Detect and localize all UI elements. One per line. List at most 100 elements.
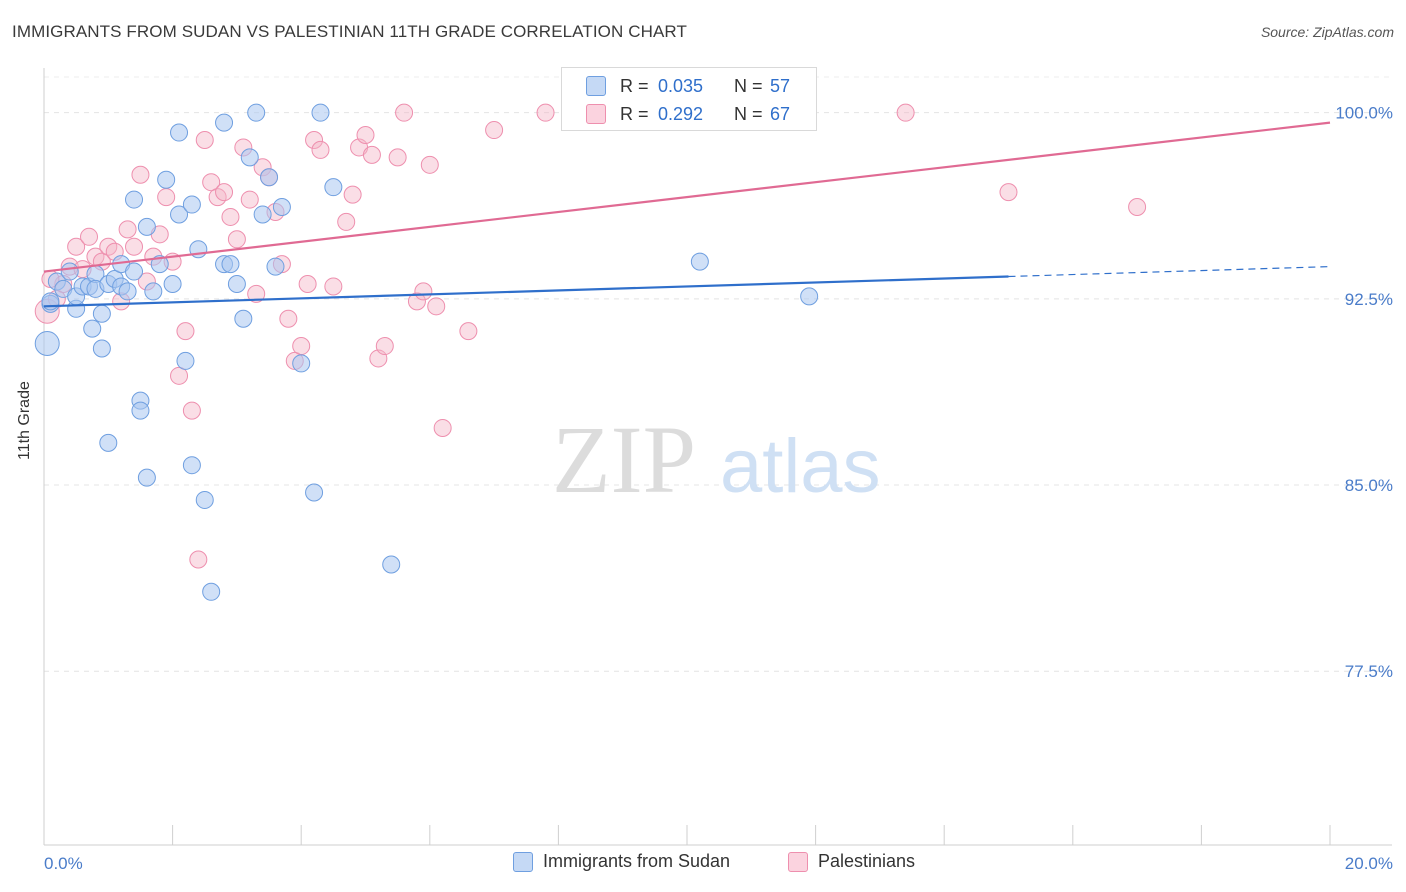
legend-n-value: 67 <box>770 103 791 124</box>
data-point-sudan <box>195 490 214 509</box>
legend-n-label: N = <box>734 75 763 96</box>
data-point-sudan <box>260 168 279 187</box>
data-point-palestinians <box>157 188 176 207</box>
data-point-palestinians <box>176 322 195 341</box>
data-point-palestinians <box>420 155 439 174</box>
data-point-palestinians <box>202 173 221 192</box>
data-point-palestinians <box>337 212 356 231</box>
data-point-sudan <box>125 262 144 281</box>
data-point-palestinians <box>414 282 433 301</box>
watermark-zip: ZIP <box>552 406 696 513</box>
data-point-palestinians <box>240 190 259 209</box>
data-point-palestinians <box>395 103 414 122</box>
data-point-palestinians <box>131 165 150 184</box>
data-point-sudan <box>215 113 234 132</box>
bottom-legend-label-palestinians: Palestinians <box>818 851 916 871</box>
data-point-palestinians <box>80 227 99 246</box>
data-point-sudan <box>176 351 195 370</box>
data-point-palestinians <box>343 185 362 204</box>
legend-swatch-sudan <box>586 76 606 96</box>
data-point-palestinians <box>459 322 478 341</box>
data-point-sudan <box>83 319 102 338</box>
y-tick-label: 85.0% <box>1345 476 1393 495</box>
data-point-sudan <box>163 274 182 293</box>
data-point-palestinians <box>999 183 1018 202</box>
y-tick-label: 77.5% <box>1345 662 1393 681</box>
data-point-sudan <box>144 282 163 301</box>
data-point-palestinians <box>896 103 915 122</box>
data-point-sudan <box>182 456 201 475</box>
data-point-sudan <box>182 195 201 214</box>
data-point-sudan <box>266 257 285 276</box>
data-point-sudan <box>305 483 324 502</box>
trend-line-sudan <box>43 275 1009 308</box>
chart-source: Source: ZipAtlas.com <box>1260 24 1394 40</box>
data-point-palestinians <box>324 277 343 296</box>
series-sudan <box>34 103 819 601</box>
data-point-palestinians <box>189 550 208 569</box>
data-point-sudan <box>292 354 311 373</box>
chart-title: IMMIGRANTS FROM SUDAN VS PALESTINIAN 11T… <box>12 22 687 41</box>
data-point-sudan <box>99 433 118 452</box>
data-point-palestinians <box>388 148 407 167</box>
data-point-palestinians <box>227 230 246 249</box>
data-point-sudan <box>311 103 330 122</box>
data-point-palestinians <box>311 140 330 159</box>
x-tick-label: 20.0% <box>1345 854 1393 873</box>
legend-r-value: 0.035 <box>658 75 704 96</box>
data-point-sudan <box>202 582 221 601</box>
bottom-legend-swatch-palestinians <box>788 851 808 872</box>
watermark: ZIP atlas <box>552 406 881 513</box>
legend-r-label: R = <box>620 103 649 124</box>
data-point-sudan <box>324 178 343 197</box>
data-point-sudan <box>253 205 272 224</box>
data-point-sudan <box>382 555 401 574</box>
legend-n-label: N = <box>734 103 763 124</box>
legend-row-palestinians: R = 0.292 N = 67 <box>562 100 790 128</box>
data-point-sudan <box>240 148 259 167</box>
data-point-palestinians <box>305 130 324 149</box>
data-point-sudan <box>60 262 79 281</box>
gridlines <box>44 76 1392 672</box>
data-point-palestinians <box>375 337 394 356</box>
trend-line-sudan-extension <box>1008 265 1331 278</box>
data-point-sudan <box>34 331 60 357</box>
legend-row-sudan: R = 0.035 N = 57 <box>562 72 790 100</box>
data-point-palestinians <box>279 309 298 328</box>
data-point-sudan <box>800 287 819 306</box>
data-point-sudan <box>272 198 291 217</box>
y-tick-label: 92.5% <box>1345 290 1393 309</box>
bottom-legend-swatch-sudan <box>513 851 533 872</box>
axes <box>43 68 1392 846</box>
bottom-legend-sudan: Immigrants from Sudan <box>513 851 730 872</box>
data-point-sudan <box>92 339 111 358</box>
data-point-palestinians <box>356 126 375 145</box>
data-point-palestinians <box>427 297 446 316</box>
data-point-palestinians <box>362 145 381 164</box>
trend-lines <box>43 121 1331 308</box>
data-point-sudan <box>92 304 111 323</box>
data-point-sudan <box>247 103 266 122</box>
data-point-palestinians <box>485 121 504 140</box>
bottom-legend-palestinians: Palestinians <box>788 851 915 872</box>
x-tick-label: 0.0% <box>44 854 83 873</box>
data-point-palestinians <box>170 366 189 385</box>
data-point-sudan <box>690 252 709 271</box>
data-point-palestinians <box>433 418 452 437</box>
data-point-palestinians <box>182 401 201 420</box>
legend-r-value: 0.292 <box>658 103 704 124</box>
data-point-sudan <box>221 255 240 274</box>
legend-swatch-palestinians <box>586 104 606 124</box>
data-point-palestinians <box>215 183 234 202</box>
data-point-sudan <box>137 468 156 487</box>
trend-line-palestinians <box>43 121 1331 273</box>
data-point-sudan <box>125 190 144 209</box>
data-point-sudan <box>131 401 150 420</box>
tick-labels: 77.5% 85.0% 92.5% 100.0% 0.0% 20.0% <box>44 104 1393 873</box>
data-point-palestinians <box>118 220 137 239</box>
data-point-palestinians <box>298 274 317 293</box>
data-point-palestinians <box>195 130 214 149</box>
data-point-palestinians <box>292 337 311 356</box>
legend-n-value: 57 <box>770 75 791 96</box>
